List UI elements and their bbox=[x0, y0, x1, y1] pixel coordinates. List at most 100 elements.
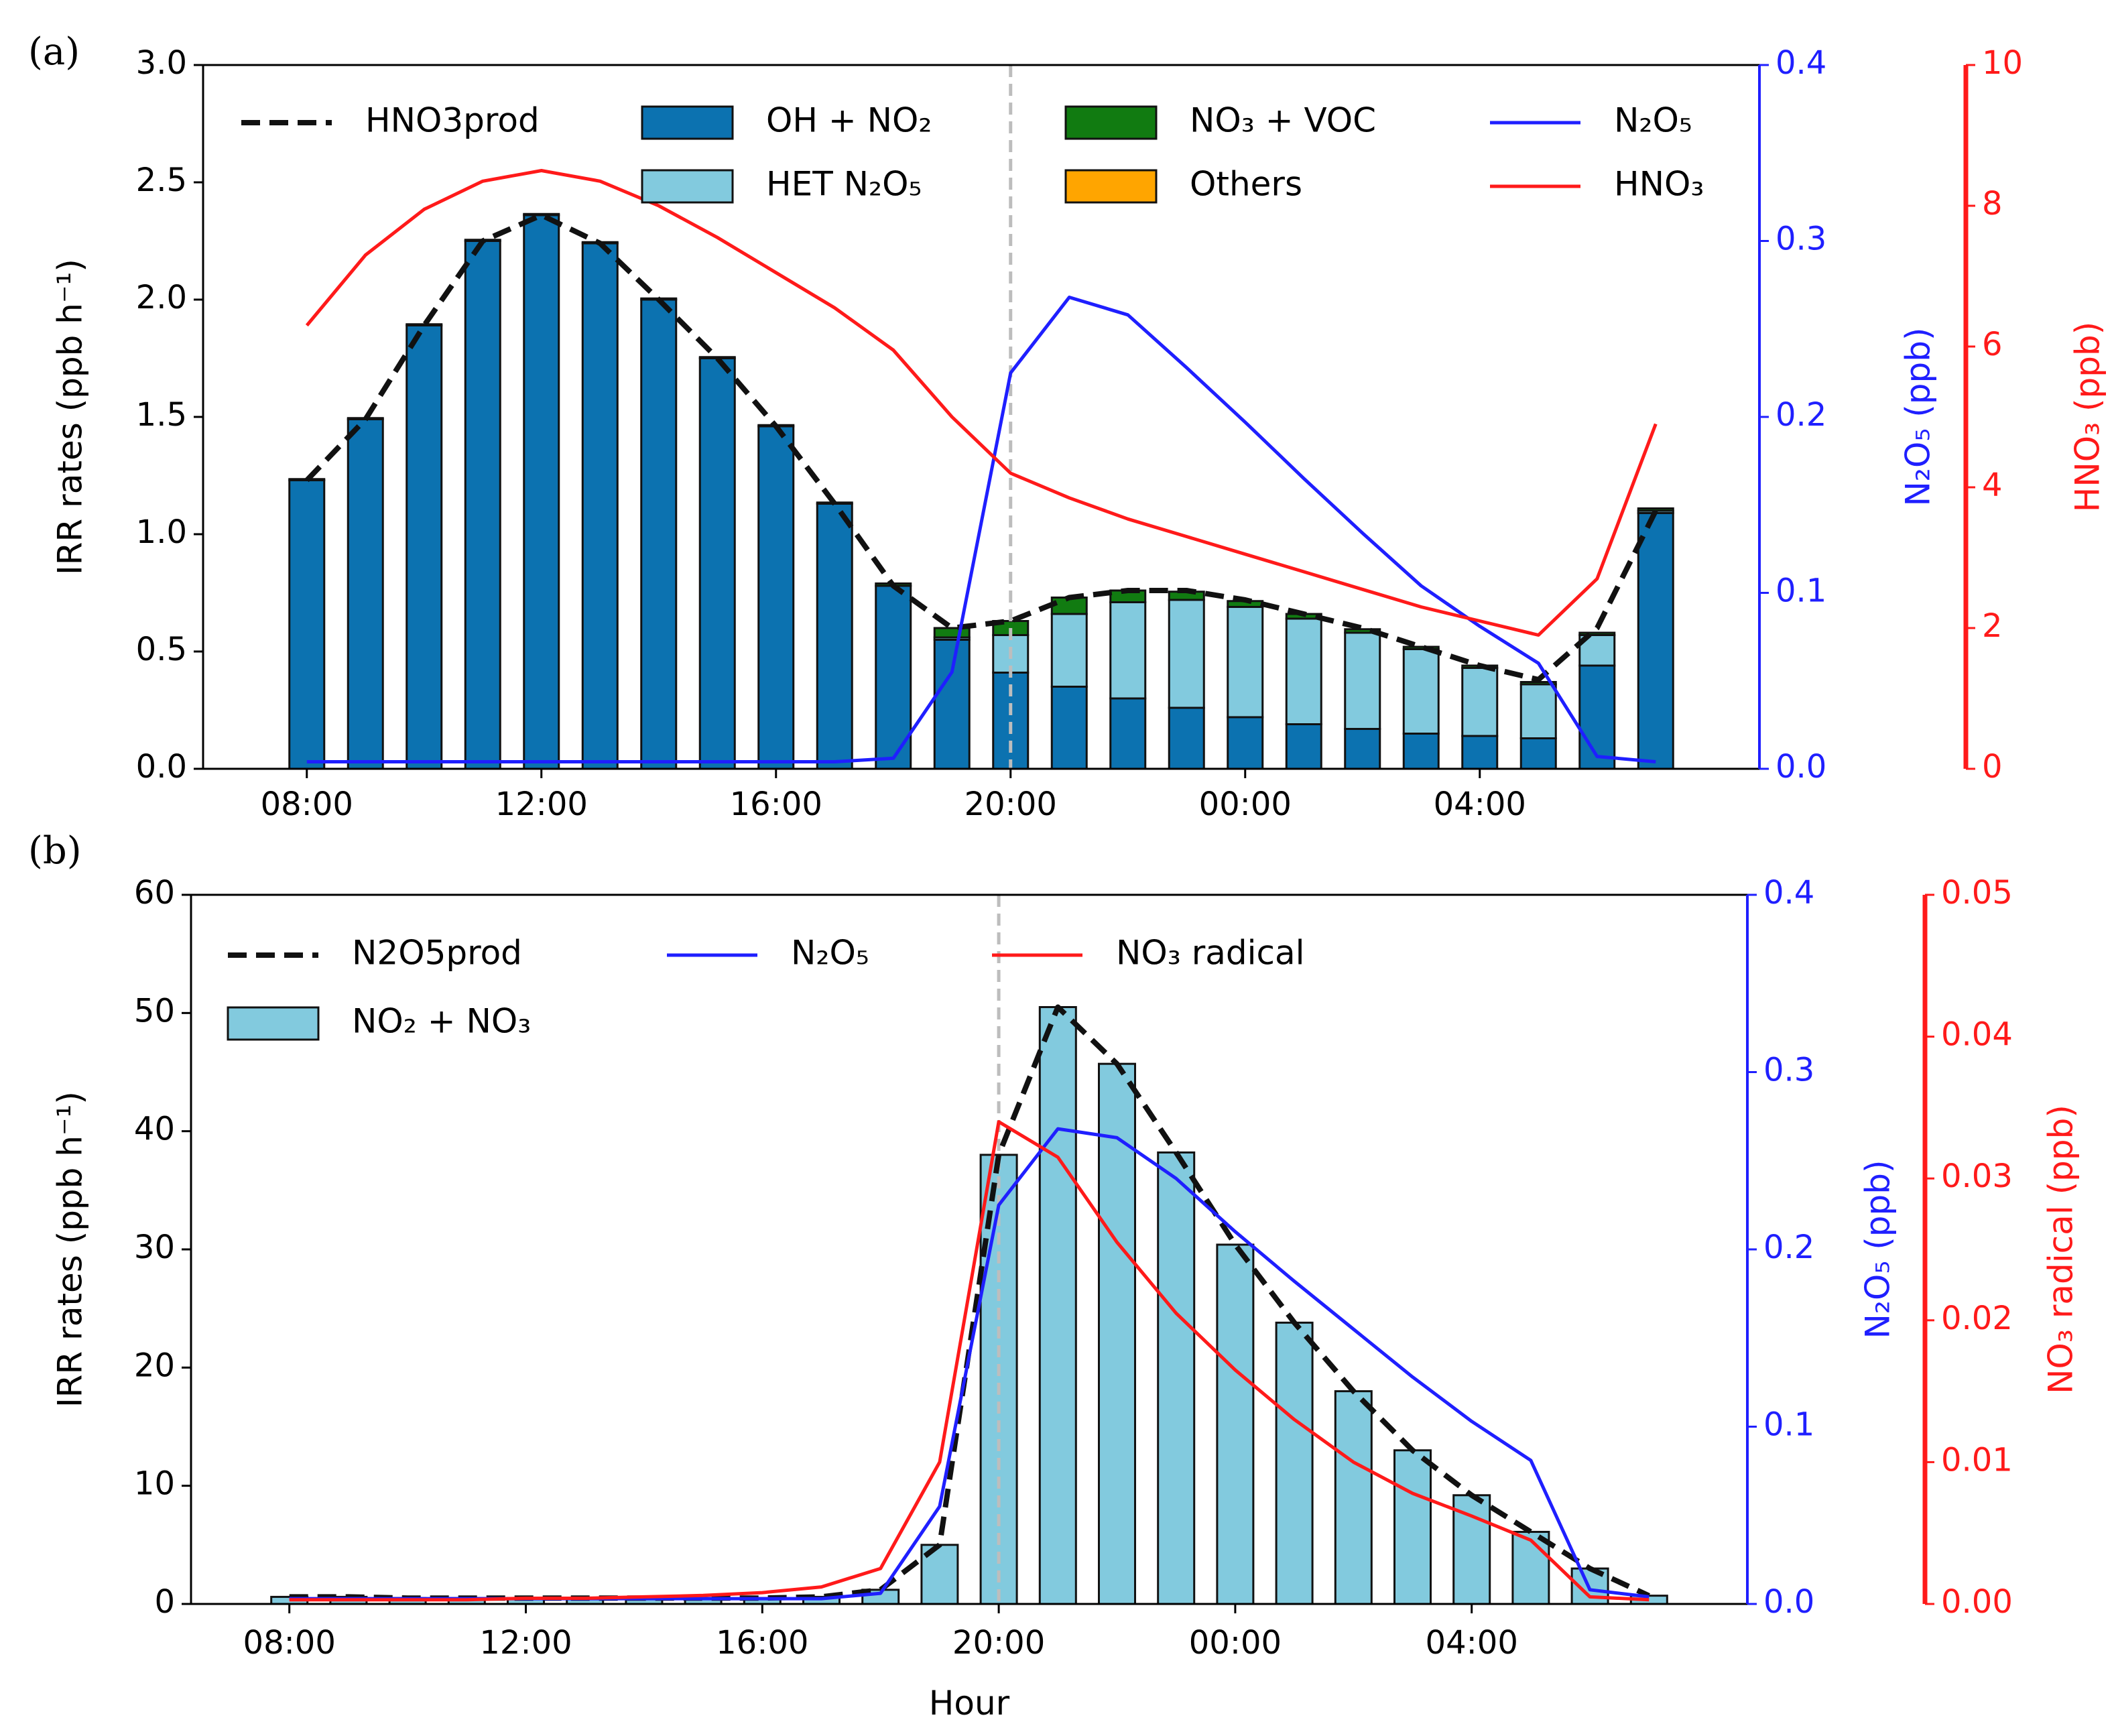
bar-het-n2o5-01:00 bbox=[1285, 617, 1322, 725]
right-tick-label: 0.1 bbox=[1763, 1406, 1814, 1444]
legend-label: Others bbox=[1190, 165, 1302, 204]
left-tick-label: 1.0 bbox=[136, 513, 187, 551]
bar-het-n2o5-03:00 bbox=[1402, 648, 1440, 735]
legend: HNO3prod OH + NO₂ HET N₂O₅ NO₃ + VOC Others N… bbox=[241, 101, 1704, 204]
left-axis-title: IRR rates (ppb h⁻¹) bbox=[51, 259, 90, 575]
bar-no2-no3-00:00 bbox=[1216, 1243, 1255, 1605]
legend-label: NO₃ + VOC bbox=[1190, 101, 1376, 140]
bar-oh-no2-15:00 bbox=[698, 357, 736, 770]
left-tick-label: 30 bbox=[134, 1229, 175, 1266]
right-tick-label: 0.02 bbox=[1941, 1300, 2013, 1337]
right-axis-2: 0.00 0.01 0.02 0.03 0.04 0.05 NO₃ radical (ppb… bbox=[1922, 874, 2080, 1621]
line-n2o5prod bbox=[289, 1004, 1650, 1601]
left-tick-label: 0.0 bbox=[136, 748, 187, 786]
right-tick-label: 0.2 bbox=[1776, 396, 1826, 434]
left-axis: 0.0 0.5 1.0 1.5 2.0 2.5 3.0 IRR rates (ppb h⁻¹) bbox=[51, 44, 203, 786]
legend-bar-swatch bbox=[1064, 105, 1158, 140]
right-tick-label: 8 bbox=[1982, 185, 2003, 223]
x-tick-label: 04:00 bbox=[1426, 1624, 1518, 1662]
bar-oh-no2-22:00 bbox=[1109, 697, 1147, 770]
x-tick-label: 12:00 bbox=[495, 786, 588, 823]
line-hno3prod bbox=[304, 212, 1658, 682]
legend-bar-swatch bbox=[1064, 169, 1158, 204]
x-tick-label: 00:00 bbox=[1189, 1624, 1282, 1662]
x-tick-label: 00:00 bbox=[1199, 786, 1292, 823]
bar-no3-voc-03:00 bbox=[1402, 645, 1440, 650]
x-axis: 08:00 12:00 16:00 20:00 00:00 04:00 Hour bbox=[243, 1604, 1518, 1723]
legend-label: NO₂ + NO₃ bbox=[352, 1002, 531, 1041]
chart-panel-a: (a) 0.0 0.5 1.0 1.5 2.0 2.5 3.0 IRR rates (ppb h… bbox=[28, 30, 2107, 823]
left-tick-label: 1.5 bbox=[136, 396, 187, 434]
panel-label: (a) bbox=[28, 30, 80, 74]
bar-het-n2o5-04:00 bbox=[1461, 667, 1499, 737]
legend-label: HNO3prod bbox=[365, 101, 540, 140]
left-tick-label: 20 bbox=[134, 1347, 175, 1384]
legend-label: NO₃ radical bbox=[1116, 934, 1305, 973]
bar-oh-no2-08:00 bbox=[288, 479, 326, 770]
bar-oh-no2-09:00 bbox=[347, 418, 384, 770]
right-tick-label: 0.01 bbox=[1941, 1441, 2013, 1479]
right-axis-1: 0.0 0.1 0.2 0.3 0.4 N₂O₅ (ppb) bbox=[1746, 874, 1898, 1621]
x-tick-label: 08:00 bbox=[243, 1624, 336, 1662]
x-axis-title: Hour bbox=[929, 1684, 1010, 1723]
bar-oh-no2-00:00 bbox=[1227, 716, 1264, 770]
left-tick-label: 0.5 bbox=[136, 631, 187, 668]
left-axis-title: IRR rates (ppb h⁻¹) bbox=[51, 1091, 90, 1408]
bar-no2-no3-02:00 bbox=[1334, 1390, 1373, 1605]
right-tick-label: 4 bbox=[1982, 467, 2003, 504]
bar-het-n2o5-21:00 bbox=[1050, 613, 1088, 688]
right-tick-label: 0.03 bbox=[1941, 1158, 2013, 1195]
right-tick-label: 0.04 bbox=[1941, 1016, 2013, 1054]
x-tick-label: 20:00 bbox=[952, 1624, 1045, 1662]
legend-label: OH + NO₂ bbox=[766, 101, 932, 140]
bar-oh-no2-16:00 bbox=[757, 425, 795, 770]
bar-oh-no2-01:00 bbox=[1285, 723, 1322, 770]
right-tick-label: 6 bbox=[1982, 326, 2003, 363]
right-axis-title: HNO₃ (ppb) bbox=[2068, 322, 2107, 513]
right-tick-label: 0.4 bbox=[1776, 44, 1826, 82]
right-axis-title: NO₃ radical (ppb) bbox=[2042, 1105, 2080, 1394]
x-tick-label: 12:00 bbox=[479, 1624, 572, 1662]
right-tick-label: 0.2 bbox=[1763, 1229, 1814, 1266]
right-tick-label: 0.1 bbox=[1776, 572, 1826, 610]
left-tick-label: 0 bbox=[154, 1583, 175, 1621]
line-n2o5 bbox=[306, 296, 1656, 763]
line-no3-radical bbox=[289, 1120, 1650, 1602]
bar-oh-no2-19:00 bbox=[933, 639, 971, 770]
bar-het-n2o5-22:00 bbox=[1109, 601, 1147, 700]
right-axis-title: N₂O₅ (ppb) bbox=[1899, 328, 1938, 507]
left-tick-label: 2.5 bbox=[136, 162, 187, 199]
right-tick-label: 0.00 bbox=[1941, 1583, 2013, 1621]
x-tick-label: 16:00 bbox=[716, 1624, 808, 1662]
bar-no2-no3-23:00 bbox=[1157, 1151, 1196, 1605]
bar-no3-voc-19:00 bbox=[933, 627, 971, 639]
bars bbox=[270, 1006, 1668, 1605]
chart-panel-b: (b) 0 10 20 30 40 50 60 IRR rates (ppb h⁻¹) 08:00… bbox=[28, 829, 2080, 1723]
bar-oh-no2-12:00 bbox=[523, 214, 560, 770]
legend-label: N₂O₅ bbox=[791, 934, 869, 973]
right-tick-label: 0.3 bbox=[1763, 1052, 1814, 1089]
left-tick-label: 40 bbox=[134, 1111, 175, 1148]
bar-no3-voc-12:00 bbox=[523, 212, 560, 216]
bar-oh-no2-05:00 bbox=[1519, 737, 1557, 770]
right-tick-label: 0.05 bbox=[1941, 874, 2013, 912]
bar-oh-no2-17:00 bbox=[816, 503, 853, 770]
right-tick-label: 2 bbox=[1982, 607, 2003, 645]
bar-oh-no2-13:00 bbox=[581, 242, 619, 770]
bar-no3-voc-06:00 bbox=[1578, 631, 1616, 636]
bar-oh-no2-04:00 bbox=[1461, 735, 1499, 770]
line-n2o5 bbox=[289, 1127, 1650, 1601]
legend-bar-swatch bbox=[641, 169, 734, 204]
bar-no3-voc-07:00 bbox=[1637, 507, 1674, 512]
legend: N2O5prod NO₂ + NO₃ N₂O₅ NO₃ radical bbox=[227, 934, 1305, 1041]
line-hno3 bbox=[305, 169, 1658, 637]
legend-label: HNO₃ bbox=[1614, 165, 1704, 204]
bar-no3-voc-10:00 bbox=[406, 323, 443, 326]
legend-label: N2O5prod bbox=[352, 934, 522, 973]
right-tick-label: 0 bbox=[1982, 748, 2003, 786]
left-tick-label: 10 bbox=[134, 1465, 175, 1503]
left-tick-label: 2.0 bbox=[136, 279, 187, 316]
legend-label: HET N₂O₅ bbox=[766, 165, 922, 204]
left-axis: 0 10 20 30 40 50 60 IRR rates (ppb h⁻¹) bbox=[51, 874, 191, 1621]
